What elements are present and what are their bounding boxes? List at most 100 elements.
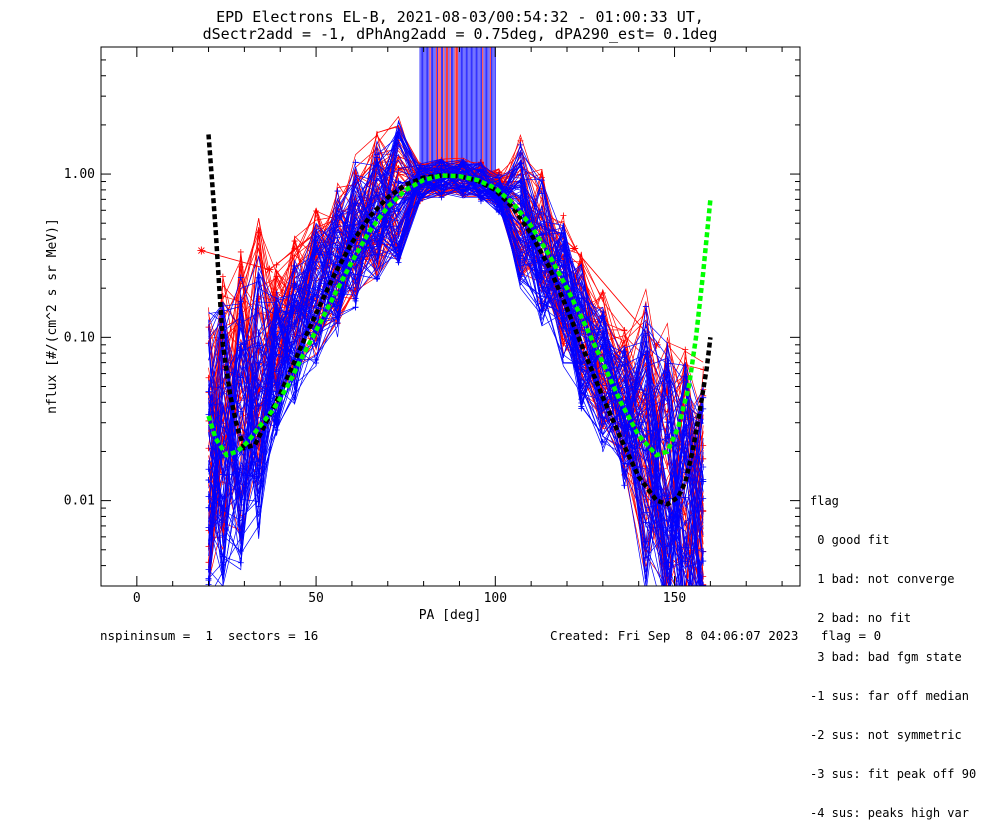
blue-series-line-marker — [578, 405, 585, 412]
blue-series-line-marker — [643, 590, 649, 596]
blue-series-line-marker — [664, 495, 671, 502]
data-layer — [197, 47, 713, 601]
red-series-line-marker — [219, 273, 226, 280]
blue-series-line-marker — [642, 338, 649, 345]
blue-series-line-marker — [237, 274, 244, 281]
blue-series-line-marker — [700, 548, 707, 555]
legend-item: -2 sus: not symmetric — [810, 728, 962, 742]
chart-title-line-2: dSectr2add = -1, dPhAng2add = 0.75deg, d… — [202, 25, 718, 43]
y-axis-label: nflux [#/(cm^2 s sr MeV)] — [45, 218, 60, 414]
blue-series-line — [208, 168, 704, 586]
blue-series-line-marker — [219, 504, 226, 511]
blue-series-line-marker — [255, 503, 262, 510]
blue-series-line-marker — [273, 421, 280, 428]
legend-item: 3 bad: bad fgm state — [810, 650, 962, 664]
blue-series-line-marker — [438, 167, 445, 174]
blue-series-line-marker — [206, 595, 212, 601]
blue-series-line-marker — [255, 359, 262, 366]
y-tick-label: 0.10 — [64, 330, 95, 345]
blue-series-line-marker — [417, 166, 424, 173]
blue-series-line — [208, 164, 704, 501]
legend-item: -4 sus: peaks high var — [810, 806, 969, 820]
blue-series-line-marker — [273, 388, 280, 395]
blue-series-line-marker — [682, 494, 689, 501]
pitch-angle-chart: 0 50 100 150 0.01 0.10 1.00 PA [deg] nflux [#/… — [45, 46, 801, 623]
chart-title-line-1: EPD Electrons EL-B, 2021-08-03/00:54:32 … — [216, 8, 704, 26]
x-tick-label: 0 — [133, 591, 141, 606]
blue-series-line-marker — [395, 233, 402, 240]
blue-series-line-marker — [517, 262, 524, 269]
blue-series-line-marker — [313, 356, 320, 363]
red-series-line-marker — [599, 289, 606, 296]
legend-item: -1 sus: far off median — [810, 689, 969, 703]
blue-series-line-marker — [517, 178, 524, 185]
blue-series-line-marker — [664, 559, 671, 566]
blue-series-line — [208, 128, 704, 586]
blue-series-line-marker — [642, 332, 649, 339]
blue-series-line-marker — [495, 182, 502, 189]
footer-sector-info: nspininsum = 1 sectors = 16 — [100, 628, 319, 643]
blue-series-line-marker — [237, 548, 244, 555]
blue-series-line-marker — [517, 141, 524, 148]
red-series-line-marker — [273, 261, 280, 268]
blue-series-line-marker — [538, 190, 545, 197]
y-tick-label: 1.00 — [64, 167, 95, 182]
blue-series-line-marker — [578, 383, 585, 390]
blue-series-line-marker — [621, 460, 628, 467]
blue-series-line-marker — [205, 466, 212, 473]
y-tick-label: 0.01 — [64, 494, 95, 509]
legend-item: 0 good fit — [810, 533, 890, 547]
footer-created-info: Created: Fri Sep 8 04:06:07 2023 flag = … — [550, 628, 882, 643]
blue-series-line — [208, 159, 704, 586]
blue-series-line-marker — [352, 159, 359, 166]
blue-series-line-marker — [700, 582, 707, 586]
blue-series-line — [208, 172, 704, 524]
blue-series-line-marker — [205, 575, 212, 582]
x-tick-label: 100 — [484, 591, 507, 606]
blue-series-line-marker — [417, 191, 424, 198]
blue-series-line-marker — [477, 188, 484, 195]
red-star-marker — [265, 265, 274, 274]
blue-series-line-marker — [374, 192, 381, 199]
x-axis-label: PA [deg] — [419, 608, 482, 623]
axes-layer: 0 50 100 150 0.01 0.10 1.00 — [64, 46, 800, 606]
blue-series-line-marker — [334, 188, 341, 195]
blue-series-line-marker — [664, 396, 671, 403]
blue-series-line-marker — [237, 374, 244, 381]
red-star-marker — [570, 244, 579, 253]
legend-item: -3 sus: fit peak off 90 — [810, 767, 977, 781]
blue-series-line-marker — [560, 309, 567, 316]
blue-series-line-marker — [517, 194, 524, 201]
blue-series-line-marker — [700, 593, 706, 599]
blue-series-line-marker — [621, 482, 628, 489]
blue-series-line-marker — [438, 182, 445, 189]
blue-series-line — [208, 165, 704, 586]
blue-series-line-marker — [460, 186, 467, 193]
blue-series-line-marker — [477, 166, 484, 173]
blue-series-line-marker — [352, 295, 359, 302]
blue-series-line — [208, 170, 699, 586]
plot-frame — [100, 46, 801, 587]
x-tick-label: 50 — [308, 591, 324, 606]
blue-series-line-marker — [682, 373, 689, 380]
blue-series-line-marker — [205, 493, 212, 500]
blue-series-line-marker — [219, 532, 226, 539]
x-tick-label: 150 — [663, 591, 686, 606]
blue-series-line-marker — [334, 244, 341, 251]
green-fit-line — [206, 173, 713, 458]
red-series-line-marker — [560, 212, 567, 219]
blue-series-line-marker — [205, 566, 212, 573]
blue-series-line-marker — [495, 171, 502, 178]
blue-series-line-marker — [599, 438, 606, 445]
blue-series-line-marker — [219, 583, 226, 586]
legend-item: 2 bad: no fit — [810, 611, 912, 625]
blue-series-line-marker — [495, 209, 502, 216]
blue-series-line-marker — [477, 172, 484, 179]
blue-series-line-marker — [352, 304, 359, 311]
blue-series-line-marker — [578, 399, 585, 406]
blue-series-line-marker — [334, 254, 341, 261]
blue-series-line — [208, 140, 700, 586]
flag-legend: flag 0 good fit 1 bad: not converge 2 ba… — [810, 469, 976, 833]
red-star-marker — [197, 246, 206, 255]
blue-series-line-marker — [255, 274, 262, 281]
